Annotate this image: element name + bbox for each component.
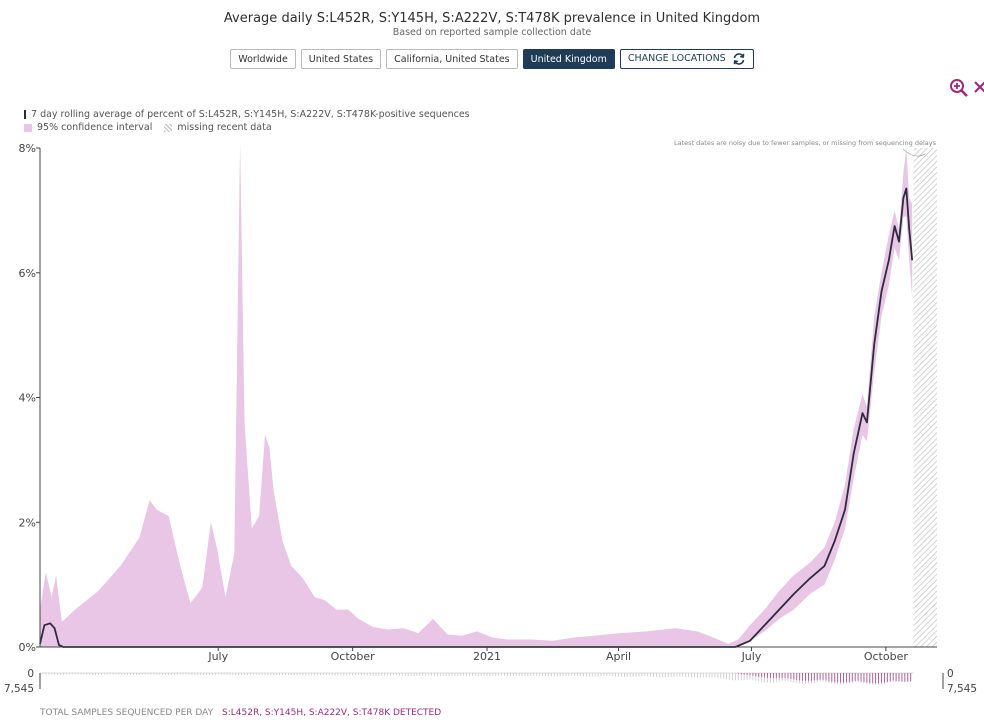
chart-title: Average daily S:L452R, S:Y145H, S:A222V,… bbox=[223, 11, 761, 26]
samples-left-bottom-label: 7,545 bbox=[4, 683, 34, 695]
x-tick-label: April bbox=[606, 650, 631, 663]
total-samples-label: TOTAL SAMPLES SEQUENCED PER DAY bbox=[40, 708, 214, 718]
x-tick-label: October bbox=[864, 650, 908, 663]
x-tick-label: 2021 bbox=[473, 650, 501, 663]
legend-item-missing: missing recent data bbox=[164, 122, 272, 133]
change-locations-button[interactable]: CHANGE LOCATIONS bbox=[619, 49, 754, 69]
legend-missing-label: missing recent data bbox=[177, 122, 272, 133]
legend-item-ci: 95% confidence interval bbox=[24, 122, 152, 133]
location-button-worldwide[interactable]: Worldwide bbox=[230, 49, 296, 69]
legend-ci-label: 95% confidence interval bbox=[37, 122, 153, 133]
legend-line-swatch bbox=[24, 110, 26, 119]
location-button-united-states[interactable]: United States bbox=[300, 49, 382, 69]
chart-subtitle: Based on reported sample collection date bbox=[392, 27, 592, 38]
samples-right-top-label: 0 bbox=[947, 668, 954, 680]
rolling-average-line bbox=[39, 187, 914, 648]
y-tick-label: 4% bbox=[19, 392, 36, 405]
samples-left-top-label: 0 bbox=[27, 668, 34, 680]
x-tick-label: October bbox=[331, 650, 375, 663]
samples-right-bottom-label: 7,545 bbox=[947, 683, 977, 695]
annotation-arrow bbox=[902, 148, 926, 157]
y-tick-label: 2% bbox=[19, 516, 36, 529]
legend-item-line: 7 day rolling average of percent of S:L4… bbox=[24, 109, 470, 120]
y-tick-label: 0% bbox=[19, 641, 36, 654]
samples-footer: TOTAL SAMPLES SEQUENCED PER DAY S:L452R,… bbox=[40, 708, 441, 718]
legend-ci-swatch bbox=[24, 123, 32, 132]
y-tick-label: 6% bbox=[19, 267, 36, 280]
location-button-united-kingdom[interactable]: United Kingdom bbox=[522, 49, 615, 69]
zoom-in-icon[interactable] bbox=[949, 78, 969, 98]
x-tick-label: July bbox=[207, 650, 228, 663]
chart-legend: 7 day rolling average of percent of S:L4… bbox=[24, 108, 470, 134]
legend-line-label: 7 day rolling average of percent of S:L4… bbox=[31, 109, 470, 120]
legend-missing-swatch bbox=[164, 123, 173, 132]
missing-data-region bbox=[913, 148, 937, 647]
y-tick-label: 8% bbox=[19, 142, 36, 155]
confidence-interval-area bbox=[40, 141, 913, 648]
x-tick-label: July bbox=[741, 650, 762, 663]
chart-annotation: Latest dates are noisy due to fewer samp… bbox=[674, 139, 937, 147]
refresh-icon bbox=[733, 53, 745, 65]
location-button-california[interactable]: California, United States bbox=[386, 49, 518, 69]
location-buttons: Worldwide United States California, Unit… bbox=[0, 49, 984, 69]
close-x-icon[interactable] bbox=[973, 78, 984, 98]
detected-samples-label: S:L452R, S:Y145H, S:A222V, S:T478K DETEC… bbox=[222, 708, 442, 718]
change-locations-label: CHANGE LOCATIONS bbox=[627, 53, 726, 64]
